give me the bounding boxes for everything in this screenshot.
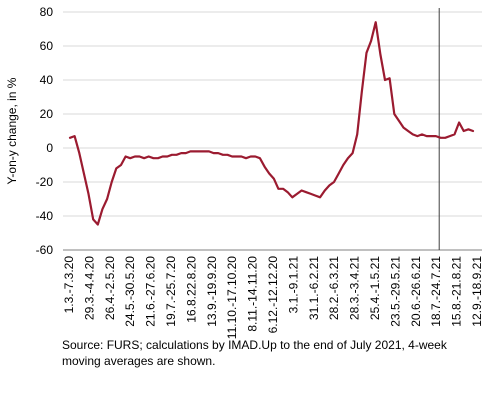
y-tick-label: 80 bbox=[40, 5, 54, 19]
y-tick-label: 0 bbox=[46, 141, 53, 155]
x-tick-label: 19.7.-25.7.20 bbox=[164, 256, 178, 327]
x-tick-label: 29.3.-4.4.20 bbox=[82, 256, 96, 320]
x-tick-label: 18.7.-24.7.21 bbox=[429, 256, 443, 327]
x-tick-label: 15.8.-21.8.21 bbox=[450, 256, 464, 327]
y-tick-label: -20 bbox=[36, 175, 54, 189]
x-tick-label: 24.5.-30.5.20 bbox=[123, 256, 137, 327]
x-tick-label: 21.6.-27.6.20 bbox=[144, 256, 158, 327]
y-tick-label: 20 bbox=[40, 107, 54, 121]
source-note: Source: FURS; calculations by IMAD.Up to… bbox=[62, 338, 447, 368]
x-tick-label: 25.4.-1.5.21 bbox=[368, 256, 382, 320]
series-line bbox=[68, 21, 475, 226]
x-tick-label: 26.4.-2.5.20 bbox=[103, 256, 117, 320]
x-tick-label: 28.2.-6.3.21 bbox=[327, 256, 341, 320]
x-tick-label: 11.10.-17.10.20 bbox=[225, 256, 239, 340]
x-tick-label: 13.9.-19.9.20 bbox=[205, 256, 219, 327]
y-tick-label: 40 bbox=[40, 73, 54, 87]
y-tick-label: -40 bbox=[36, 209, 54, 223]
x-tick-label: 6.12.-12.12.20 bbox=[266, 256, 280, 334]
x-tick-label: 16.8.22.8.20 bbox=[184, 256, 198, 323]
x-tick-label: 12.9.-18.9.21 bbox=[470, 256, 484, 327]
x-tick-label: 28.3.-3.4.21 bbox=[348, 256, 362, 320]
y-tick-label: 60 bbox=[40, 39, 54, 53]
y-axis-title: Y-on-y change, in % bbox=[5, 77, 19, 184]
x-tick-label: 1.3.-7.3.20 bbox=[62, 256, 76, 314]
x-tick-label: 23.5.-29.5.21 bbox=[388, 256, 402, 327]
x-tick-label: 3.1.-9.1.21 bbox=[286, 256, 300, 314]
x-tick-label: 8.11.-14.11.20 bbox=[246, 256, 260, 332]
x-tick-label: 20.6.-26.6.21 bbox=[409, 256, 423, 327]
y-tick-label: -60 bbox=[36, 243, 54, 257]
x-tick-label: 31.1.-6.2.21 bbox=[307, 256, 321, 320]
